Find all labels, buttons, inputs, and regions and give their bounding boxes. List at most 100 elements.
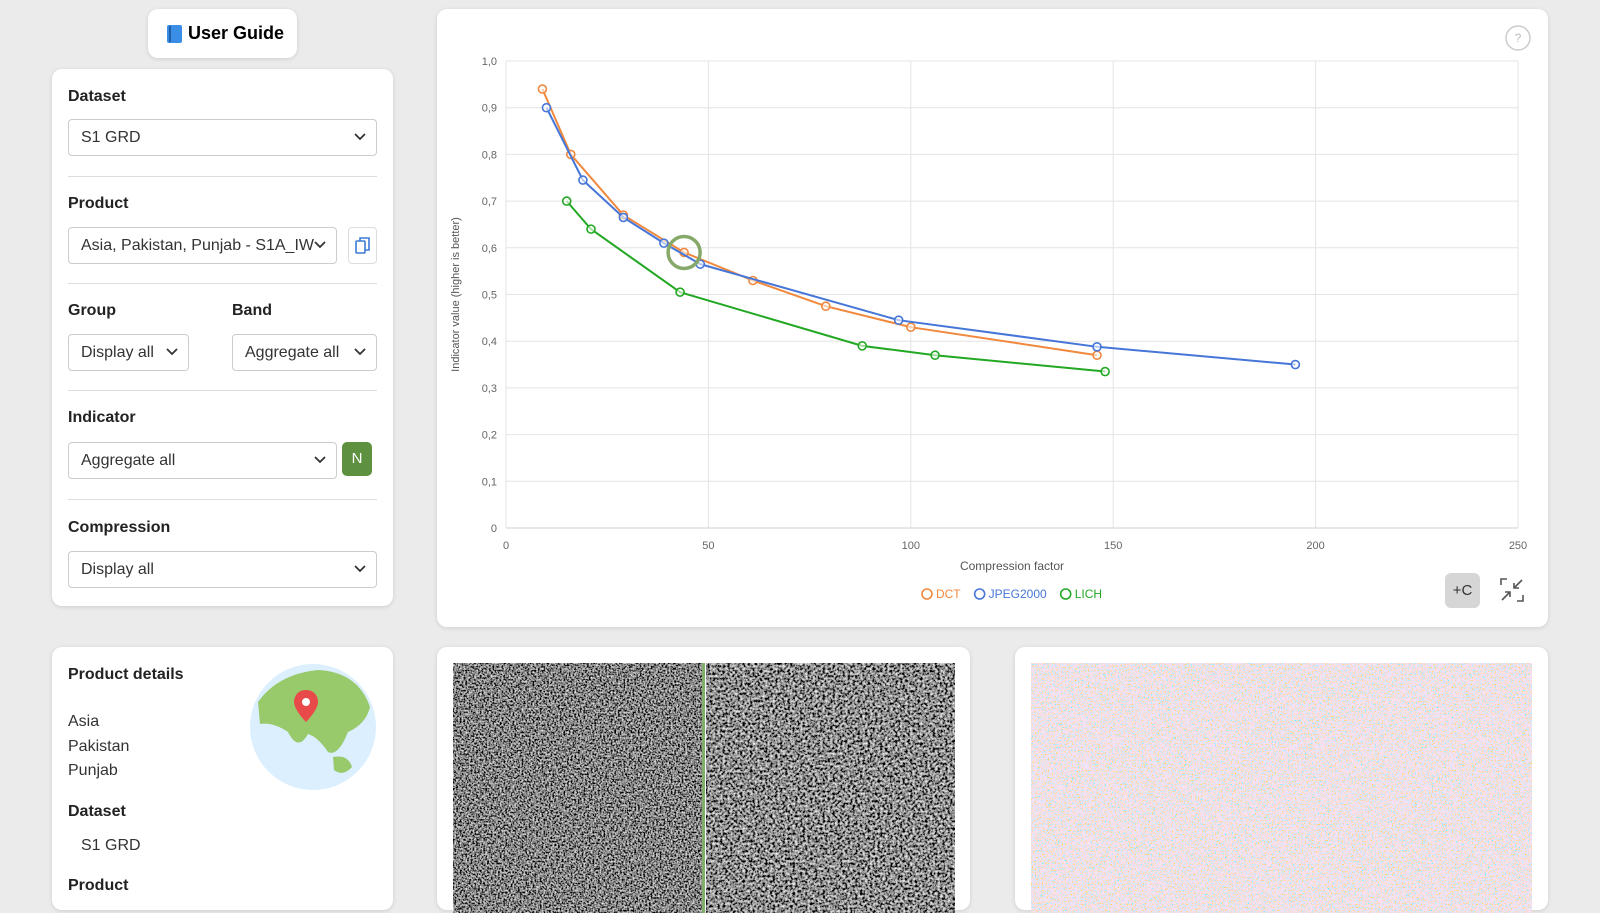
product-value: Asia, Pakistan, Punjab - S1A_IW: [81, 237, 314, 254]
legend-item: LICH: [1059, 587, 1102, 601]
band-label: Band: [232, 302, 272, 319]
divider: [68, 176, 377, 177]
legend-marker: [973, 588, 986, 600]
legend-label: LICH: [1075, 587, 1102, 601]
chart: ? 0 0,1 0,2 0,3 0,4 0,5 0,6 0,7 0,8 0,9 1,0 0 50 100 1…: [450, 25, 1531, 601]
help-icon[interactable]: [1505, 25, 1531, 51]
location-line: Pakistan: [68, 738, 130, 755]
band-value: Aggregate all: [245, 344, 340, 361]
data-point: [1290, 359, 1301, 370]
normalize-button[interactable]: N: [342, 442, 372, 476]
y-tick-label: 0,7: [482, 196, 497, 208]
legend-label: JPEG2000: [989, 587, 1047, 601]
legend-label: DCT: [936, 587, 961, 601]
data-point: [586, 224, 596, 234]
details-dataset-value: S1 GRD: [81, 837, 141, 854]
dataset-label: Dataset: [68, 88, 126, 105]
compression-label: Compression: [68, 519, 171, 536]
data-point: [561, 196, 572, 206]
y-tick-label: 0,4: [482, 336, 497, 348]
group-value: Display all: [81, 344, 154, 361]
image-compare-panel: [437, 647, 970, 913]
details-dataset-label: Dataset: [68, 803, 126, 820]
data-point: [1092, 342, 1102, 352]
data-point: [893, 315, 904, 325]
data-point: [618, 212, 629, 223]
x-tick-label: 0: [503, 540, 509, 552]
legend-item: DCT: [921, 587, 961, 601]
y-tick-label: 0: [491, 523, 497, 535]
location-line: Asia: [68, 713, 100, 730]
dataset-select[interactable]: S1 GRD: [68, 119, 377, 156]
data-point: [537, 84, 548, 94]
data-point: [857, 341, 868, 351]
y-tick-label: 1,0: [482, 56, 497, 68]
y-tick-label: 0,9: [482, 103, 497, 115]
compression-select[interactable]: Display all: [68, 551, 377, 588]
data-point: [1100, 366, 1110, 377]
difference-image: [1031, 663, 1532, 913]
details-title: Product details: [68, 666, 184, 683]
dataset-value: S1 GRD: [81, 129, 141, 146]
data-point: [905, 322, 916, 332]
x-tick-label: 150: [1104, 540, 1122, 552]
y-tick-label: 0,3: [482, 383, 497, 395]
compression-value: Display all: [81, 561, 154, 578]
data-point: [1092, 350, 1102, 361]
divider: [68, 390, 377, 391]
data-point: [820, 301, 831, 311]
y-tick-label: 0,2: [482, 430, 497, 442]
x-tick-label: 100: [902, 540, 920, 552]
data-point: [541, 102, 552, 113]
details-product-label: Product: [68, 877, 129, 894]
series-line: [541, 88, 1098, 357]
legend-marker: [1059, 588, 1072, 600]
data-point: [930, 350, 940, 361]
product-select[interactable]: Asia, Pakistan, Punjab - S1A_IW: [68, 227, 337, 264]
indicator-value: Aggregate all: [81, 452, 176, 469]
x-tick-label: 50: [702, 540, 714, 552]
y-axis-title: Indicator value (higher is better): [450, 217, 462, 372]
group-select[interactable]: Display all: [68, 334, 189, 371]
x-tick-label: 250: [1509, 540, 1527, 552]
y-tick-label: 0,5: [482, 290, 497, 302]
indicator-select[interactable]: Aggregate all: [68, 442, 337, 479]
location-line: Punjab: [68, 762, 118, 779]
data-point: [659, 238, 669, 248]
collapse-button[interactable]: [1499, 577, 1525, 603]
book-icon: [167, 25, 182, 43]
hover-ring: [666, 234, 702, 271]
chart-panel: ? 0 0,1 0,2 0,3 0,4 0,5 0,6 0,7 0,8 0,9 1,0 0 50 100 1…: [437, 9, 1548, 627]
user-guide-text: User Guide: [188, 23, 285, 43]
original-image: [453, 663, 702, 913]
band-select[interactable]: Aggregate all: [232, 334, 377, 371]
legend: DCT JPEG2000 LICH: [921, 587, 1102, 601]
y-tick-label: 0,6: [482, 243, 497, 255]
indicator-label: Indicator: [68, 409, 136, 426]
data-point: [675, 287, 685, 297]
x-axis-title: Compression factor: [960, 559, 1064, 573]
x-tick-label: 200: [1306, 540, 1324, 552]
product-label: Product: [68, 195, 129, 212]
group-label: Group: [68, 302, 116, 319]
user-guide-button[interactable]: User Guide: [148, 9, 297, 58]
copy-button[interactable]: [348, 227, 377, 264]
compressed-image: [706, 663, 955, 913]
compare-button[interactable]: +C: [1445, 573, 1480, 608]
divider: [68, 283, 377, 284]
divider: [68, 499, 377, 500]
legend-item: JPEG2000: [973, 587, 1047, 601]
legend-marker: [921, 588, 933, 600]
help-text: ?: [1515, 31, 1522, 45]
y-tick-label: 0,8: [482, 149, 497, 161]
y-tick-label: 0,1: [482, 476, 497, 488]
data-point: [578, 175, 588, 185]
filter-panel: Dataset S1 GRD Product Asia, Pakistan, P…: [52, 69, 393, 606]
difference-panel: [1015, 647, 1548, 913]
series-line: [545, 107, 1296, 366]
compare-slider[interactable]: [702, 663, 705, 913]
globe: [250, 664, 376, 790]
difference-map: [1031, 663, 1532, 913]
sar-image-compare[interactable]: [453, 663, 955, 913]
